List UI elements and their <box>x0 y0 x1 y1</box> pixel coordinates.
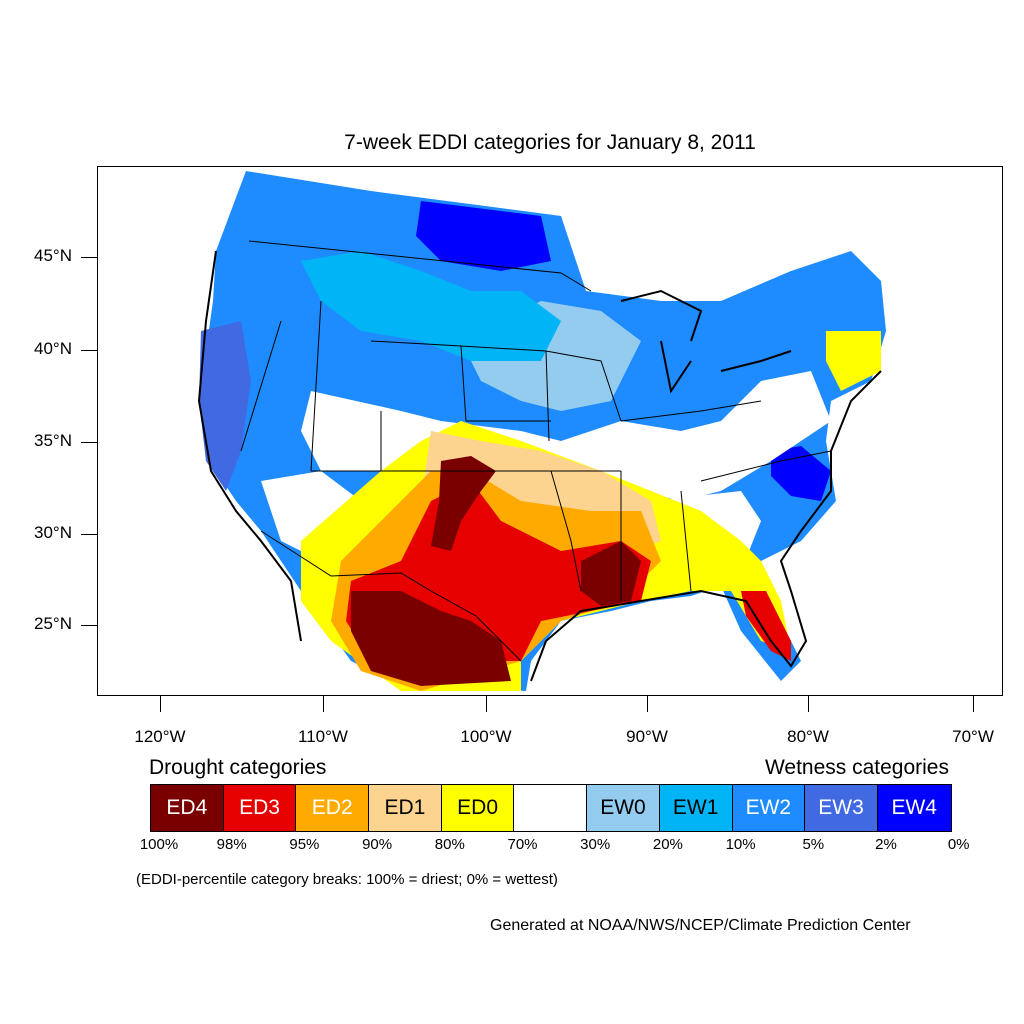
legend-cell-normal <box>514 785 588 831</box>
percentile-break-label: 0% <box>947 836 970 853</box>
ed4-region-louisiana <box>581 541 641 606</box>
ed3-region-florida <box>741 591 791 661</box>
lat-tick <box>81 350 97 351</box>
map-title: 7-week EDDI categories for January 8, 20… <box>344 131 756 154</box>
legend-cell-ew0: EW0 <box>587 785 660 831</box>
legend-cell-ed0: ED0 <box>441 785 515 831</box>
legend-cell-ed1: ED1 <box>369 785 442 831</box>
lon-tick <box>973 696 974 712</box>
wetness-legend-title: Wetness categories <box>764 756 949 779</box>
boundary-lines <box>240 240 832 662</box>
percentile-break-label: 20% <box>652 836 683 853</box>
ed0-region-northeast <box>826 331 881 391</box>
eddi-map <box>197 171 886 691</box>
normal-region-central <box>301 371 831 501</box>
percentile-break-label: 30% <box>580 836 611 853</box>
ew4-region-north <box>416 201 551 271</box>
drought-legend-title: Drought categories <box>149 756 327 779</box>
lat-tick <box>81 625 97 626</box>
lat-tick <box>81 442 97 443</box>
percentile-break-label: 95% <box>289 836 320 853</box>
lat-label-35n: 35°N <box>34 431 72 450</box>
lat-label-45n: 45°N <box>34 246 72 265</box>
percentile-break-label: 5% <box>802 836 825 853</box>
lat-tick <box>81 257 97 258</box>
lon-tick <box>486 696 487 712</box>
category-note: (EDDI-percentile category breaks: 100% =… <box>136 871 558 888</box>
percentile-break-label: 70% <box>507 836 538 853</box>
category-legend-bar: ED4 ED3 ED2 ED1 ED0 EW0 EW1 EW2 EW3 EW4 <box>150 784 952 832</box>
lat-label-30n: 30°N <box>34 523 72 542</box>
legend-cell-ew3: EW3 <box>805 785 878 831</box>
lon-tick <box>323 696 324 712</box>
credit-text: Generated at NOAA/NWS/NCEP/Climate Predi… <box>490 917 911 934</box>
legend-cell-ew4: EW4 <box>877 785 951 831</box>
lon-tick <box>647 696 648 712</box>
lat-label-40n: 40°N <box>34 339 72 358</box>
percentile-break-label: 2% <box>875 836 897 853</box>
lon-label-100w: 100°W <box>460 727 512 746</box>
ew1-region <box>301 251 561 361</box>
lat-tick <box>81 534 97 535</box>
legend-cell-ed2: ED2 <box>296 785 370 831</box>
legend-cell-ew1: EW1 <box>659 785 733 831</box>
legend-cell-ed4: ED4 <box>151 785 224 831</box>
lon-label-90w: 90°W <box>626 727 668 746</box>
percentile-break-label: 98% <box>216 836 247 853</box>
lon-label-70w: 70°W <box>952 727 994 746</box>
lon-tick <box>160 696 161 712</box>
coastline-lines <box>197 250 882 682</box>
legend-cell-ew2: EW2 <box>732 785 806 831</box>
lon-tick <box>808 696 809 712</box>
ed4-region <box>351 591 511 686</box>
percentile-break-label: 10% <box>725 836 756 853</box>
lon-label-110w: 110°W <box>298 727 348 746</box>
percentile-break-label: 90% <box>362 836 393 853</box>
lon-label-120w: 120°W <box>134 727 186 746</box>
percentile-break-label: 100% <box>139 836 179 853</box>
lat-label-25n: 25°N <box>34 614 72 633</box>
ed4-region-texas <box>431 456 496 551</box>
lon-label-80w: 80°W <box>787 727 829 746</box>
map-panel <box>97 166 1003 696</box>
legend-cell-ed3: ED3 <box>223 785 297 831</box>
ew3-region-west <box>199 321 251 491</box>
percentile-break-label: 80% <box>434 836 465 853</box>
